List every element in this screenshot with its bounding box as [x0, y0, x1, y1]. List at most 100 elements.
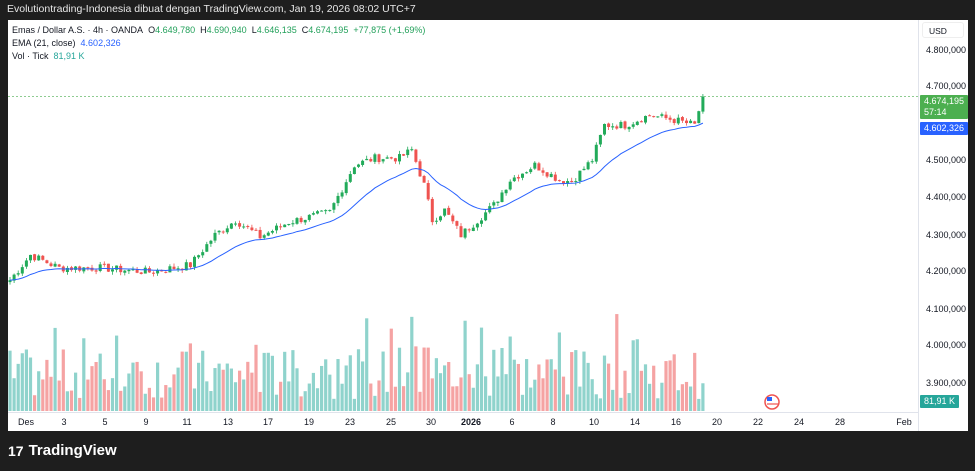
volume-bar [422, 347, 426, 411]
h-label: H [200, 25, 207, 35]
volume-bar [496, 376, 500, 411]
currency-button[interactable]: USD [922, 22, 964, 38]
time-label: 19 [303, 417, 315, 427]
open-value: 4.649,780 [155, 25, 196, 35]
volume-bar [385, 391, 389, 411]
candle-body [672, 119, 676, 124]
volume-badge: 81,91 K [920, 395, 960, 408]
volume-bar [197, 362, 201, 411]
o-label: O [148, 25, 156, 35]
volume-bar [213, 368, 217, 411]
candle-body [164, 271, 168, 273]
candle-body [111, 269, 114, 272]
candle-body [611, 126, 615, 128]
candle-body [316, 211, 319, 214]
price-label: 4.100,000 [926, 304, 967, 314]
volume-bar [365, 318, 369, 411]
volume-bar [639, 370, 643, 411]
candle-body [377, 154, 381, 163]
time-label: 22 [752, 417, 764, 427]
candle-body [340, 192, 344, 197]
volume-bar [102, 379, 106, 411]
time-label: 14 [629, 417, 641, 427]
candle-body [369, 159, 373, 162]
tradingview-logo-icon: 17 [8, 442, 24, 459]
candle-body [680, 117, 684, 121]
candle-body [607, 123, 611, 127]
close-value: 4.674,195 [308, 25, 349, 35]
candle-body [664, 114, 668, 119]
time-label: 11 [182, 417, 192, 427]
candle-body [586, 162, 590, 170]
candle-body [676, 117, 680, 124]
volume-bar [246, 361, 250, 411]
volume-bar [160, 397, 164, 411]
candle-body [553, 174, 557, 181]
candle-body [221, 231, 225, 233]
time-label: 8 [550, 417, 556, 427]
volume-bar [311, 372, 315, 411]
flag-canton [767, 397, 772, 401]
volume-bar [24, 349, 28, 411]
volume-bar [86, 379, 90, 411]
volume-bar [127, 373, 131, 411]
price-label: 3.900,000 [926, 378, 967, 388]
candle-body [475, 223, 479, 228]
candle-body [660, 114, 664, 116]
time-label: Feb [896, 417, 912, 427]
candle-body [49, 263, 53, 266]
candle-body [143, 267, 147, 274]
volume-bar [607, 363, 611, 411]
volume-bar [451, 386, 455, 411]
candle-body [82, 267, 86, 272]
candle-body [512, 177, 516, 182]
volume-bar [590, 379, 594, 411]
time-label: 30 [425, 417, 437, 427]
volume-bar [352, 398, 356, 411]
candle-body [328, 210, 332, 212]
volume-bar [676, 390, 680, 411]
volume-bar [397, 347, 402, 411]
time-label: 23 [344, 417, 356, 427]
volume-bar [147, 387, 151, 411]
candle-body [57, 264, 61, 267]
symbol-legend: Emas / Dollar A.S. · 4h · OANDA O4.649,7… [12, 24, 425, 37]
volume-bar [299, 396, 303, 411]
volume-bar [566, 394, 570, 411]
volume-bar [283, 351, 287, 411]
volume-legend[interactable]: Vol · Tick 81,91 K [12, 50, 425, 63]
low-value: 4.646,135 [256, 25, 297, 35]
volume-bar [475, 364, 479, 411]
volume-bar [402, 386, 406, 411]
candle-body [447, 207, 451, 215]
volume-bar [291, 350, 295, 411]
volume-bar [262, 352, 266, 411]
time-label: 5 [102, 417, 108, 427]
price-label: 4.000,000 [926, 340, 967, 350]
volume-bar [619, 397, 623, 411]
chart-panel[interactable] [8, 20, 968, 431]
volume-bar [344, 365, 348, 411]
volume-bar [627, 393, 631, 411]
candle-body [262, 235, 266, 238]
ema-line [9, 122, 704, 281]
volume-bar [225, 363, 229, 411]
candle-body [115, 265, 119, 270]
volume-bar [279, 381, 283, 411]
candle-body [545, 172, 549, 177]
tradingview-logo[interactable]: 17 TradingView [8, 442, 117, 459]
ema-legend[interactable]: EMA (21, close) 4.602,326 [12, 37, 425, 50]
volume-bar [377, 380, 381, 411]
candle-body [426, 183, 430, 200]
candle-body [193, 256, 196, 267]
candle-body [381, 159, 385, 162]
volume-bar [434, 358, 438, 411]
candle-body [33, 254, 37, 261]
candle-body [570, 180, 574, 183]
candle-body [525, 172, 529, 174]
candle-body [311, 213, 315, 215]
volume-bar [594, 394, 598, 411]
volume-bar [684, 381, 689, 411]
volume-bar [578, 386, 582, 411]
